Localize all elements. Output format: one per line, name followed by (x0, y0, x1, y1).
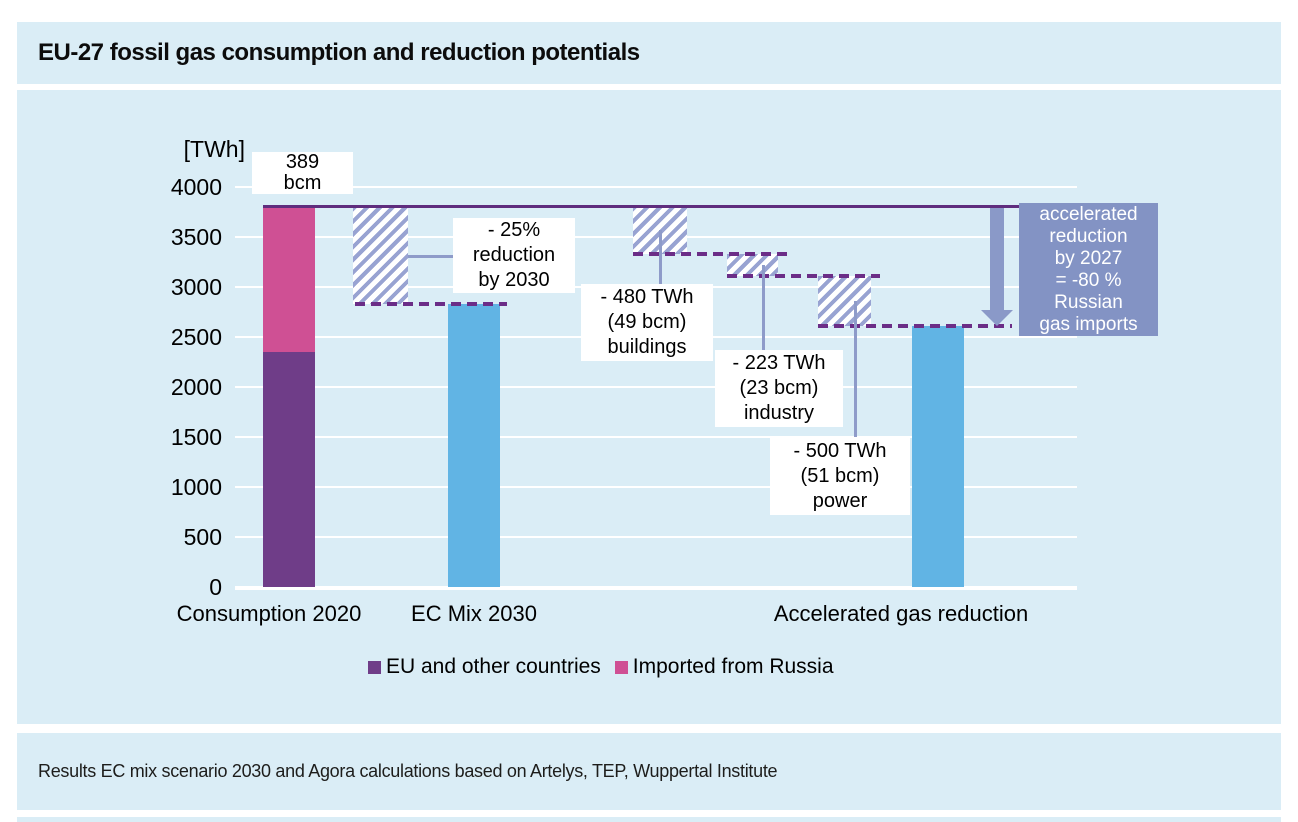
annotation-line-power: power (812, 489, 868, 512)
y-tick-label: 0 (209, 574, 222, 600)
reduction-hatch-industry (727, 254, 778, 277)
bar-segment-ec-mix-2030 (448, 304, 500, 587)
page-title: EU-27 fossil gas consumption and reducti… (38, 39, 640, 66)
annotation-line-buildings: buildings (607, 336, 687, 358)
annotation-line-accelerated-reduction: gas imports (1039, 313, 1138, 335)
source-note: Results EC mix scenario 2030 and Agora c… (38, 761, 778, 781)
y-axis-unit-label: [TWh] (183, 136, 245, 162)
annotation-line-accelerated-reduction: = -80 % (1055, 269, 1122, 291)
annotation-line-buildings: - 480 TWh (600, 286, 694, 308)
x-category-label-consumption-2020: Consumption 2020 (176, 601, 362, 626)
callout-connector-industry (762, 265, 765, 350)
chart-area: [TWh] 0 500 1000 1500 2000 2500 3000 3500 4000 - … (17, 90, 1281, 724)
legend-label: Imported from Russia (632, 655, 834, 678)
annotation-line-ec-mix-2030-reduction: - 25% (487, 219, 541, 241)
annotation-line-consumption-bcm: 389 (285, 151, 320, 173)
x-category-label-ec-mix-2030: EC Mix 2030 (411, 601, 537, 626)
annotation-line-ec-mix-2030-reduction: by 2030 (478, 269, 550, 291)
annotation-box-ec-mix-2030-reduction: - 25% reduction by 2030 (453, 218, 575, 293)
y-tick-label: 1000 (170, 474, 222, 500)
annotation-box-industry: - 223 TWh (23 bcm) industry (715, 350, 843, 427)
legend-swatch-imported-from-russia (614, 660, 628, 674)
y-tick-label: 3500 (170, 224, 222, 250)
consumption-level-line (263, 205, 1028, 208)
dashed-level-line-buildings (633, 252, 787, 256)
y-tick-label: 4000 (170, 174, 222, 200)
x-category-label-accelerated-gas-reduction: Accelerated gas reduction (773, 601, 1029, 626)
gridline (235, 386, 1077, 388)
legend-item-imported-from-russia: Imported from Russia (614, 655, 834, 679)
annotation-line-ec-mix-2030-reduction: reduction (472, 244, 556, 266)
annotation-line-accelerated-reduction: by 2027 (1054, 247, 1123, 269)
callout-connector-buildings (659, 230, 662, 284)
legend-swatch-eu-and-other-countries (368, 660, 381, 674)
gridline (235, 186, 1077, 188)
annotation-line-accelerated-reduction: accelerated (1039, 203, 1138, 225)
y-tick-label: 2000 (170, 374, 222, 400)
annotation-line-industry: - 223 TWh (732, 352, 826, 374)
y-tick-label: 3000 (170, 274, 222, 300)
bottom-strip (17, 817, 1281, 822)
annotation-line-consumption-bcm: bcm (283, 172, 322, 194)
y-tick-label: 2500 (170, 324, 222, 350)
legend: EU and other countries Imported from Russ… (368, 655, 834, 679)
dashed-level-line-industry (727, 274, 880, 279)
annotation-line-power: - 500 TWh (793, 439, 887, 462)
annotation-line-industry: industry (743, 402, 815, 424)
footer-band: Results EC mix scenario 2030 and Agora c… (17, 733, 1281, 810)
reduction-arrow-head (981, 310, 1013, 326)
annotation-box-accelerated-reduction: accelerated reduction by 2027 = -80 % Russia… (1019, 203, 1158, 336)
title-band: EU-27 fossil gas consumption and reducti… (17, 22, 1281, 84)
gridline (235, 486, 1077, 488)
bar-segment-consumption-2020-eu-and-other-countries (263, 352, 315, 587)
legend-label: EU and other countries (386, 655, 601, 678)
legend-item-eu-and-other-countries: EU and other countries (368, 655, 601, 679)
gridline (235, 536, 1077, 538)
y-tick-label: 500 (183, 524, 222, 550)
x-axis-line (235, 586, 1077, 590)
gridline (235, 436, 1077, 438)
annotation-line-power: (51 bcm) (800, 464, 880, 487)
annotation-line-accelerated-reduction: reduction (1049, 225, 1128, 247)
annotation-box-power: - 500 TWh (51 bcm) power (770, 437, 910, 515)
callout-connector-ec-mix-2030-reduction (408, 255, 453, 258)
bar-segment-consumption-2020-imported-from-russia (263, 206, 315, 352)
reduction-arrow-shaft (990, 208, 1004, 311)
reduction-hatch-power (818, 276, 871, 327)
annotation-box-consumption-bcm: 389 bcm (252, 152, 353, 194)
annotation-line-buildings: (49 bcm) (607, 311, 687, 333)
reduction-hatch-ec-mix-2030-reduction (353, 206, 408, 304)
annotation-line-accelerated-reduction: Russian (1054, 291, 1123, 313)
callout-connector-power (854, 301, 857, 437)
dashed-level-line-power (818, 324, 1012, 329)
bar-segment-accelerated-gas-reduction (912, 326, 964, 587)
y-tick-label: 1500 (170, 424, 222, 450)
dashed-level-line-ec-mix-2030-reduction (355, 302, 507, 306)
annotation-box-buildings: - 480 TWh (49 bcm) buildings (581, 284, 713, 361)
annotation-line-industry: (23 bcm) (739, 377, 819, 399)
